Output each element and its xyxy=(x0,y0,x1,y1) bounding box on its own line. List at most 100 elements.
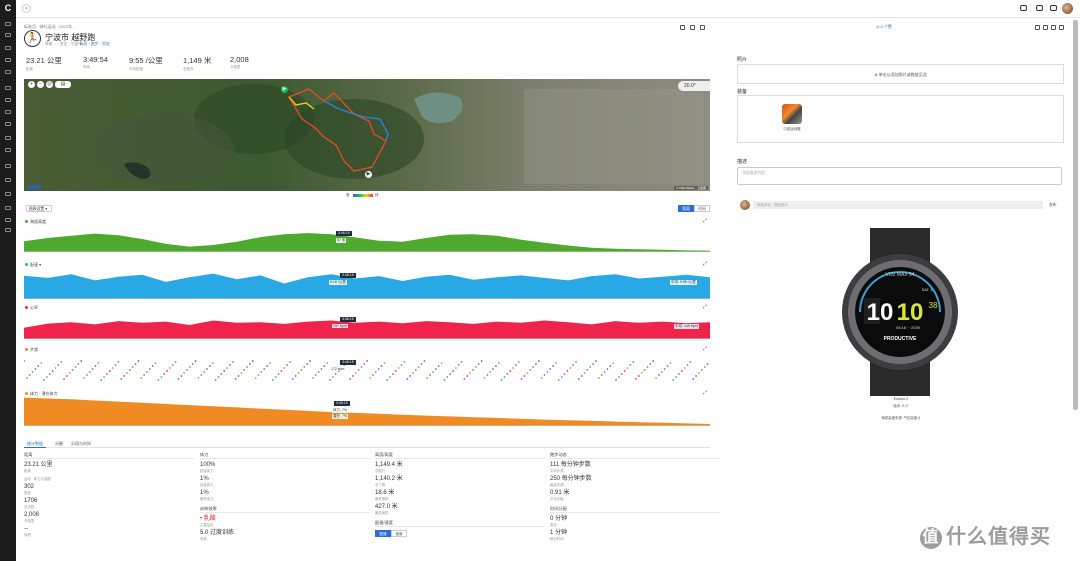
zoom-in-button[interactable]: + xyxy=(28,81,35,88)
add-icon[interactable] xyxy=(1043,25,1048,30)
activity-title[interactable]: 宁波市 越野跑 xyxy=(45,33,96,42)
toggle-speed[interactable]: 速度 xyxy=(391,530,407,537)
elevation-chart[interactable]: 海拔高度 ⤢ 3:46:15 57 米 xyxy=(24,219,710,253)
page-scrollbar[interactable] xyxy=(1073,20,1078,410)
cadence-point xyxy=(546,371,549,373)
notifications-icon[interactable] xyxy=(1050,5,1057,11)
pace-chart[interactable]: 配速 ▾ ⤢ 3:46:15 5:18 /公里 平均: 9:55 /公里 xyxy=(24,262,710,300)
cadence-point xyxy=(497,362,500,364)
nav-heart-icon[interactable] xyxy=(5,86,11,90)
toggle-distance[interactable]: 距离 xyxy=(678,205,694,212)
stat-row: 1706 总步数 xyxy=(24,498,38,509)
cadence-point xyxy=(148,368,151,370)
nav-stats-icon[interactable] xyxy=(5,70,11,74)
post-comment-button[interactable]: 发布 xyxy=(1049,203,1057,207)
cadence-point xyxy=(643,369,646,371)
toggle-time[interactable]: 时间 xyxy=(694,205,710,212)
nav-activities-icon[interactable] xyxy=(5,46,11,50)
cadence-point xyxy=(180,375,183,377)
share-icon[interactable] xyxy=(690,25,695,30)
heart-rate-chart[interactable]: 心率 ⤢ 3:46:15 157 bpm 平均: 145 bpm xyxy=(24,305,710,340)
cadence-point xyxy=(137,360,140,362)
cadence-chart[interactable]: 步频 ⤢ 3:46:15 172 spm xyxy=(24,347,710,385)
toggle-pace[interactable]: 配速 xyxy=(375,530,391,537)
map-type-button[interactable]: ▤ xyxy=(55,81,71,88)
photo-dropzone[interactable]: ⊕ 单击以添加照片或拖放至此 xyxy=(737,64,1064,84)
nav-clock-icon[interactable] xyxy=(5,122,11,126)
device-icon[interactable] xyxy=(1036,5,1043,11)
nav-settings-icon[interactable] xyxy=(5,206,11,210)
cadence-point xyxy=(231,361,234,363)
settings-icon[interactable] xyxy=(1059,25,1064,30)
cadence-point xyxy=(529,369,532,371)
cadence-point xyxy=(638,375,640,377)
edit-icon[interactable] xyxy=(680,25,685,30)
device-elevation-source: 海拔高度来源: 气压高度计 xyxy=(881,416,921,420)
cadence-point xyxy=(452,370,454,372)
chart-options-dropdown[interactable]: 图表设置 ▾ xyxy=(26,205,52,212)
expand-icon[interactable]: ⤢ xyxy=(703,304,708,310)
cloud-sync-icon[interactable] xyxy=(1020,5,1027,11)
watermark-text: 什么值得买 xyxy=(946,526,1051,548)
cadence-point xyxy=(455,367,457,369)
nav-dashboard-icon[interactable] xyxy=(5,22,11,26)
expand-icon[interactable]: ⤢ xyxy=(703,261,708,267)
cadence-point xyxy=(575,361,577,363)
cadence-point xyxy=(692,378,695,380)
expand-icon[interactable]: ⤢ xyxy=(703,346,708,352)
tab-splits[interactable]: 分段与时间 xyxy=(71,441,91,446)
start-marker-icon[interactable]: ▶ xyxy=(281,86,288,93)
edit-icon[interactable] xyxy=(1035,25,1040,30)
cadence-point xyxy=(658,374,660,376)
cadence-point xyxy=(672,379,675,381)
cadence-value: 172 spm xyxy=(330,367,346,371)
expand-icon[interactable]: ⤢ xyxy=(703,390,708,396)
route-map[interactable]: + − ◎ ▤ ▶ ▶ 20.0° © 2022 Baidu · 卫星图 xyxy=(24,79,710,191)
activity-tags[interactable]: 标签 · 跑步 · 添加 xyxy=(80,42,110,46)
shoe-icon[interactable] xyxy=(782,104,802,124)
cadence-point xyxy=(128,369,131,371)
comment-input[interactable]: 添加评论 · 提及他人 xyxy=(753,201,1043,209)
cadence-point xyxy=(57,364,60,366)
likes-count[interactable]: ◎ 0 个赞 xyxy=(876,24,892,29)
cadence-point xyxy=(512,367,514,369)
nav-reports-icon[interactable] xyxy=(5,58,11,62)
cadence-point xyxy=(146,371,148,373)
pace-svg xyxy=(24,273,710,299)
gear-name[interactable]: 中型运动鞋 xyxy=(783,127,801,131)
nav-help-icon[interactable] xyxy=(5,228,11,232)
nav-plan-icon[interactable] xyxy=(5,98,11,102)
device-name[interactable]: Enduro 2 xyxy=(893,397,909,401)
description-input[interactable]: 添加描述内容 xyxy=(737,167,1062,185)
nav-connections-icon[interactable] xyxy=(5,192,11,196)
zoom-out-button[interactable]: − xyxy=(37,81,44,88)
expand-icon[interactable]: ⤢ xyxy=(703,218,708,224)
settings-gear-icon[interactable] xyxy=(700,25,705,30)
user-avatar[interactable] xyxy=(1062,3,1073,14)
map-terrain xyxy=(24,79,710,191)
layers-icon[interactable]: ◎ xyxy=(46,81,53,88)
tab-stats[interactable]: 统计数据 xyxy=(24,440,46,448)
cadence-point xyxy=(629,364,632,366)
cadence-point xyxy=(249,363,251,365)
nav-steps-icon[interactable] xyxy=(5,110,11,114)
stamina-chart[interactable]: 体力 · 潜在体力 ⤢ 3:46:15 体力: 7% 潜在: 7% xyxy=(24,391,710,427)
cadence-point xyxy=(443,379,446,381)
cadence-point xyxy=(655,377,657,379)
nav-calendar-icon[interactable] xyxy=(5,33,11,37)
nav-groups-icon[interactable] xyxy=(5,178,11,182)
cadence-point xyxy=(446,376,449,378)
share-icon[interactable] xyxy=(1051,25,1056,30)
play-route-button[interactable]: ▶ xyxy=(365,171,372,178)
app-logo[interactable]: C xyxy=(4,3,12,13)
nav-devices-icon[interactable] xyxy=(5,164,11,168)
cadence-point xyxy=(334,373,337,375)
cadence-point xyxy=(695,375,697,377)
nav-insights-icon[interactable] xyxy=(5,136,11,140)
nav-chart-icon[interactable] xyxy=(5,148,11,152)
collapse-sidebar-button[interactable]: › xyxy=(22,4,31,13)
nav-gear-icon[interactable] xyxy=(5,218,11,222)
cadence-point xyxy=(157,379,160,381)
cadence-point xyxy=(366,360,369,362)
tab-laps[interactable]: 分圈 xyxy=(55,441,63,446)
